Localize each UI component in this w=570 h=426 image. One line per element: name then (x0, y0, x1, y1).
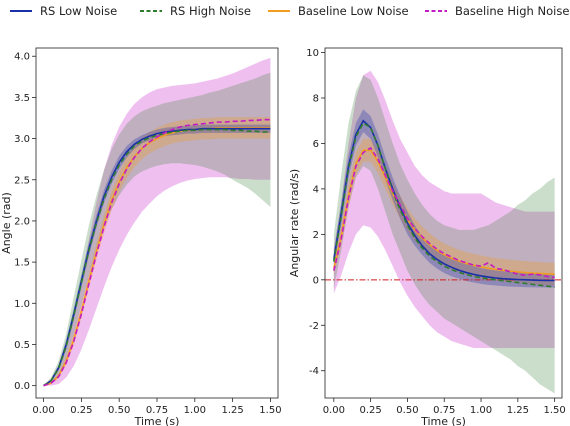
y-axis-label: Angle (rad) (0, 192, 13, 254)
y-tick-label: 1.5 (14, 258, 30, 269)
legend: RS Low Noise RS High Noise Baseline Low No… (10, 4, 569, 18)
y-tick-label: 0 (313, 275, 319, 286)
x-axis-label: Time (s) (134, 415, 180, 426)
x-tick-label: 0.25 (360, 405, 382, 416)
y-tick-label: 10 (306, 48, 319, 59)
x-tick-label: 0.00 (32, 405, 54, 416)
legend-label: RS High Noise (170, 4, 251, 18)
y-tick-label: 3.5 (14, 93, 30, 104)
series-line (333, 119, 555, 282)
angle-plot: 0.00 0.25 0.50 0.75 1.00 1.25 1.50 0.0 0.5 1.0 1.5… (0, 47, 282, 426)
legend-label: RS Low Noise (40, 4, 117, 18)
y-tick-label: 2.5 (14, 175, 30, 186)
plot-area (325, 70, 562, 394)
x-tick-label: 0.00 (323, 405, 345, 416)
y-tick-label: 2.0 (14, 216, 30, 227)
x-tick-label: 1.25 (221, 405, 243, 416)
series-line (43, 118, 271, 387)
x-tick-label: 0.50 (396, 405, 418, 416)
x-tick-label: 1.00 (470, 405, 492, 416)
y-tick-label: 0.5 (14, 340, 30, 351)
y-tick-label: 1.0 (14, 299, 30, 310)
confidence-band (333, 109, 555, 288)
y-tick-label: 2 (313, 230, 319, 241)
confidence-band (43, 124, 271, 386)
angular-rate-plot: 0.00 0.25 0.50 0.75 1.00 1.25 1.50 -4 -2 0 2 4 6 8 10 T… (288, 47, 566, 426)
series-line (333, 121, 555, 288)
y-tick-label: 8 (313, 94, 319, 105)
legend-label: Baseline High Noise (455, 4, 569, 18)
x-tick-label: 0.25 (70, 405, 92, 416)
x-tick-label: 0.75 (433, 405, 455, 416)
confidence-band (43, 57, 271, 386)
x-tick-label: 0.75 (146, 405, 168, 416)
y-tick-label: -4 (309, 366, 319, 377)
x-tick-label: 0.50 (108, 405, 130, 416)
confidence-band (43, 72, 271, 386)
y-axis-label: Angular rate (rad/s) (288, 169, 301, 277)
y-tick-label: -2 (309, 321, 319, 332)
y-tick-label: 3.0 (14, 134, 30, 145)
series-line (333, 146, 555, 279)
series-line (43, 127, 271, 387)
x-tick-label: 1.50 (259, 405, 281, 416)
confidence-band (333, 75, 555, 394)
x-tick-label: 1.50 (544, 405, 566, 416)
plot-area (43, 57, 271, 387)
x-tick-label: 1.00 (184, 405, 206, 416)
y-tick-label: 4 (313, 184, 319, 195)
y-tick-label: 6 (313, 139, 319, 150)
x-tick-label: 1.25 (507, 405, 529, 416)
y-tick-label: 4.0 (14, 52, 30, 63)
x-axis-label: Time (s) (420, 415, 466, 426)
series-line (43, 128, 271, 387)
confidence-band (333, 138, 555, 286)
y-tick-label: 0.0 (14, 381, 30, 392)
legend-label: Baseline Low Noise (298, 4, 409, 18)
series-line (333, 149, 555, 275)
axes-frame (324, 47, 563, 399)
